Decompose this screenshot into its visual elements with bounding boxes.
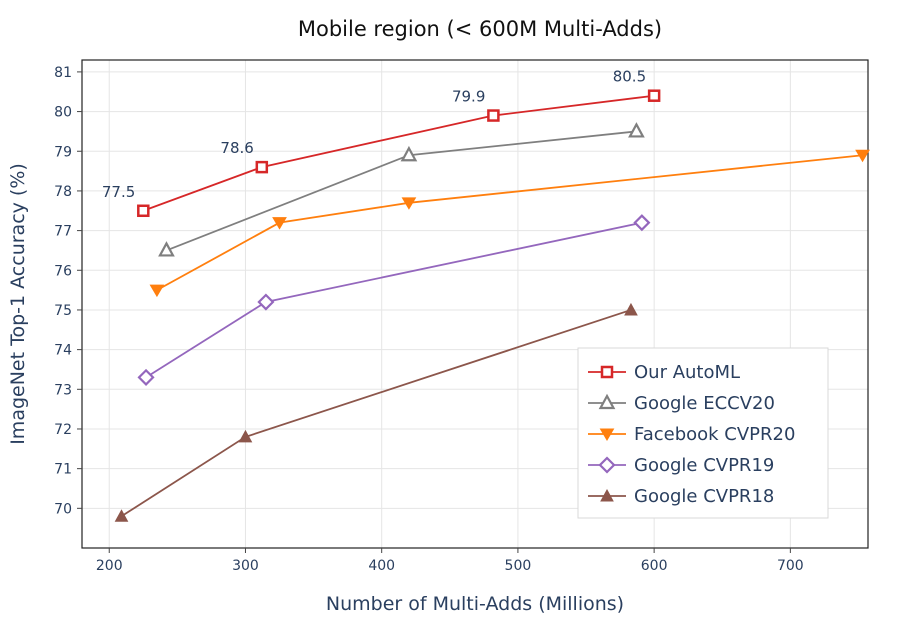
- chart-title: Mobile region (< 600M Multi-Adds): [298, 17, 662, 41]
- y-tick-label: 71: [54, 462, 72, 478]
- legend-item: Google CVPR18: [588, 486, 774, 507]
- legend-item: Google CVPR19: [588, 455, 774, 476]
- grid-layer: [82, 60, 868, 548]
- x-tick-label: 500: [505, 558, 532, 574]
- data-point: [272, 217, 287, 230]
- data-point: [255, 160, 269, 174]
- legend-marker: [599, 428, 615, 441]
- legend-marker: [600, 488, 614, 502]
- series-layer: [114, 89, 870, 522]
- y-tick-label: 80: [54, 105, 72, 121]
- data-point: [855, 149, 870, 163]
- data-point: [628, 122, 645, 138]
- legend-label: Google ECCV20: [634, 393, 775, 414]
- y-tick-label: 81: [54, 65, 72, 81]
- x-axis-title: Number of Multi-Adds (Millions): [326, 593, 624, 615]
- series-line: [156, 154, 863, 291]
- legend-marker: [598, 456, 616, 474]
- series-line: [145, 221, 643, 379]
- data-point: [624, 302, 638, 316]
- tick-layer: 200 300 400 500 600 700 70 71 72 73 74 75 76 77 78 79 80…: [54, 65, 804, 574]
- y-axis-title: ImageNet Top-1 Accuracy (%): [7, 163, 29, 445]
- data-point: [137, 368, 155, 386]
- series-google-cvpr19: [137, 214, 651, 386]
- data-point: [487, 109, 500, 122]
- legend-marker: [600, 365, 614, 379]
- data-point: [238, 429, 253, 443]
- series-google-eccv20: [158, 122, 645, 257]
- data-label: 78.6: [220, 139, 253, 157]
- y-tick-label: 75: [54, 303, 72, 319]
- data-point: [149, 284, 165, 298]
- legend-marker: [598, 393, 616, 410]
- series-google-cvpr18: [114, 302, 638, 522]
- legend-item: Facebook CVPR20: [588, 424, 795, 445]
- label-layer: 77.5 78.6 79.9 80.5: [102, 68, 646, 201]
- data-point: [137, 204, 150, 218]
- data-point: [633, 214, 651, 232]
- data-point: [114, 509, 129, 522]
- x-tick-label: 700: [777, 558, 804, 574]
- series-line: [142, 94, 655, 212]
- legend-label: Our AutoML: [634, 362, 740, 383]
- legend-label: Facebook CVPR20: [634, 424, 795, 445]
- legend-label: Google CVPR18: [634, 486, 774, 507]
- data-label: 80.5: [613, 68, 646, 86]
- data-label: 77.5: [102, 183, 135, 201]
- legend-label: Google CVPR19: [634, 455, 774, 476]
- y-tick-label: 73: [54, 382, 72, 398]
- series-our-automl: [137, 89, 661, 218]
- legend-box: [577, 347, 829, 519]
- y-tick-label: 74: [54, 343, 72, 359]
- x-tick-label: 400: [368, 558, 395, 574]
- data-point: [158, 241, 175, 257]
- y-tick-label: 70: [54, 501, 72, 517]
- data-point: [400, 145, 418, 162]
- x-tick-label: 200: [96, 558, 123, 574]
- data-point: [257, 293, 275, 311]
- series-facebook-cvpr20: [149, 149, 870, 298]
- legend-item: Google ECCV20: [588, 393, 775, 414]
- legend-item: Our AutoML: [588, 362, 740, 383]
- x-tick-label: 600: [641, 558, 668, 574]
- y-tick-label: 79: [54, 144, 72, 160]
- legend: Our AutoML Google ECCV20 Facebook CVPR20 Go…: [577, 347, 829, 519]
- data-label: 79.9: [452, 88, 485, 106]
- plot-frame: [81, 59, 869, 549]
- y-tick-label: 72: [54, 422, 72, 438]
- y-tick-label: 76: [54, 263, 72, 279]
- y-tick-label: 78: [54, 184, 72, 200]
- data-point: [401, 197, 417, 210]
- series-line: [121, 309, 632, 518]
- x-tick-label: 300: [232, 558, 259, 574]
- data-point: [647, 89, 661, 102]
- y-tick-label: 77: [54, 224, 72, 240]
